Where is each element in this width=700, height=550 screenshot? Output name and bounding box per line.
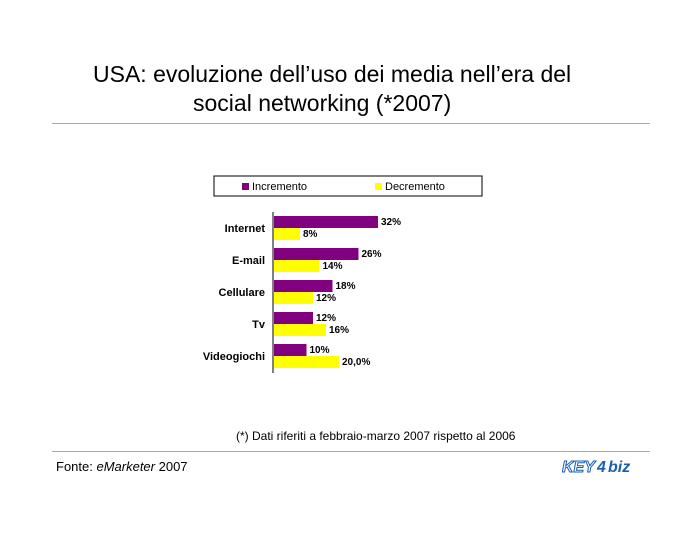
svg-text:4: 4 <box>596 459 606 476</box>
legend-label-decremento: Decremento <box>385 181 445 193</box>
bar-decremento-videogiochi <box>274 356 339 368</box>
category-label-cellulare: Cellulare <box>219 287 265 299</box>
source-year: 2007 <box>155 459 188 474</box>
source-name: eMarketer <box>96 459 155 474</box>
footnote: (*) Dati riferiti a febbraio-marzo 2007 … <box>236 429 516 443</box>
slide-title: USA: evoluzione dell’uso dei media nell’… <box>0 60 700 118</box>
legend-swatch-incremento <box>242 183 249 190</box>
chart-legend: Incremento Decremento <box>213 175 483 197</box>
bar-incremento-e-mail <box>274 248 359 260</box>
legend-label-incremento: Incremento <box>252 181 307 193</box>
slide-title-line-1: USA: evoluzione dell’uso dei media nell’… <box>93 61 572 87</box>
data-label-decremento-videogiochi: 20,0% <box>342 357 370 368</box>
source-prefix: Fonte: <box>56 459 97 474</box>
bar-decremento-cellulare <box>274 292 313 304</box>
bar-decremento-internet <box>274 228 300 240</box>
chart-plot: Internet32%8%E-mail26%14%Cellulare18%12%… <box>203 212 401 373</box>
data-label-decremento-cellulare: 12% <box>316 293 336 304</box>
bar-decremento-tv <box>274 324 326 336</box>
category-label-videogiochi: Videogiochi <box>203 351 265 363</box>
data-label-incremento-tv: 12% <box>316 313 336 324</box>
bar-incremento-internet <box>274 216 378 228</box>
data-label-decremento-internet: 8% <box>303 229 318 240</box>
slide-title-line-2: social networking (*2007) <box>193 90 452 116</box>
data-label-incremento-e-mail: 26% <box>362 249 382 260</box>
source-credit: Fonte: eMarketer 2007 <box>56 459 188 474</box>
logo-text-key: KEY <box>562 459 596 476</box>
key4biz-logo: KEY 4 biz <box>562 459 630 477</box>
data-label-decremento-e-mail: 14% <box>323 261 343 272</box>
bar-decremento-e-mail <box>274 260 320 272</box>
bar-incremento-videogiochi <box>274 344 307 356</box>
data-label-incremento-videogiochi: 10% <box>310 345 330 356</box>
logo-text-biz: biz <box>608 459 630 476</box>
category-label-e-mail: E-mail <box>232 255 265 267</box>
footer-divider <box>52 451 650 452</box>
bar-incremento-tv <box>274 312 313 324</box>
legend-box <box>213 175 483 197</box>
category-label-internet: Internet <box>225 223 266 235</box>
bar-incremento-cellulare <box>274 280 333 292</box>
title-divider <box>52 123 650 124</box>
legend-swatch-decremento <box>375 183 382 190</box>
data-label-decremento-tv: 16% <box>329 325 349 336</box>
data-label-incremento-internet: 32% <box>381 217 401 228</box>
category-label-tv: Tv <box>252 319 266 331</box>
data-label-incremento-cellulare: 18% <box>336 281 356 292</box>
